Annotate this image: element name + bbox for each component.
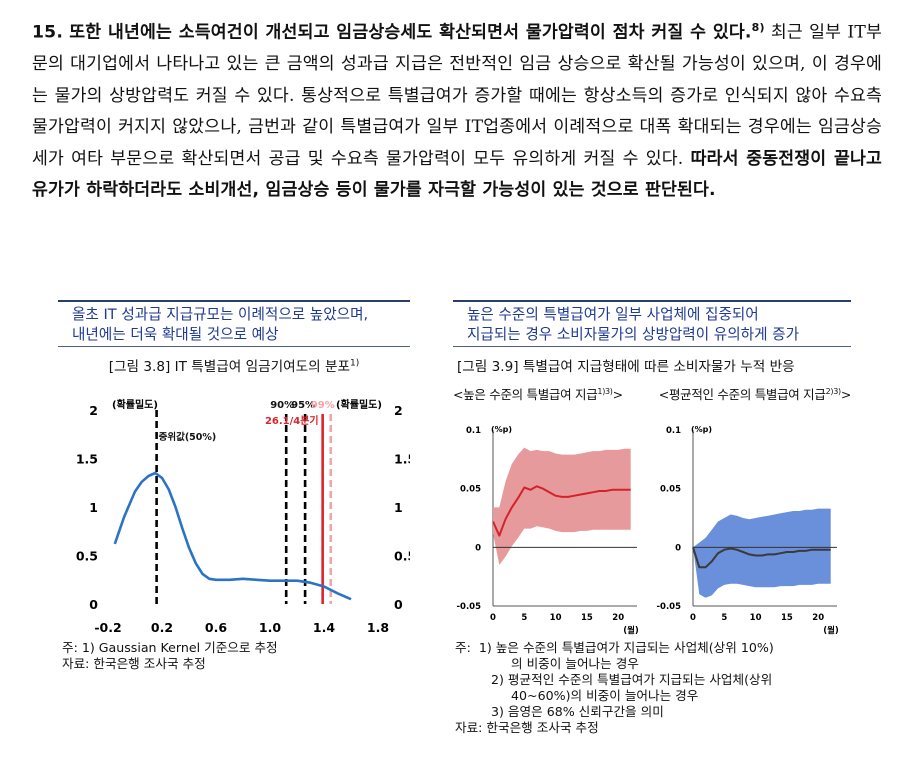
- note-2: 2) 평균적인 수준의 특별급여가 지급되는 사업체(상위: [491, 672, 773, 687]
- density-curve: [113, 471, 352, 601]
- x-tick-label: 1.8: [367, 620, 389, 635]
- y-tick-right: 0: [394, 597, 403, 612]
- x-tick-label: 20: [812, 613, 824, 623]
- y-tick-left: 1.5: [76, 452, 98, 467]
- x-tick-label: 20: [612, 613, 624, 623]
- y-tick-right: 1.5: [394, 452, 410, 467]
- x-tick-label: 5: [721, 613, 727, 623]
- x-tick-label: 1.4: [313, 620, 335, 635]
- y-axis-label-right: (확률밀도): [336, 398, 382, 411]
- panel-headline: 높은 수준의 특별급여가 일부 사업체에 집중되어 지급되는 경우 소비자물가의…: [453, 302, 851, 346]
- subtitle-right-footnote: 2)3): [825, 386, 842, 396]
- figure-subtitles: <높은 수준의 특별급여 지급1)3)> <평균적인 수준의 특별급여 지급2)…: [453, 384, 851, 403]
- note-3: 3) 음영은 68% 신뢰구간을 의미: [491, 704, 664, 719]
- panel-divider: [58, 346, 410, 347]
- source-note: 자료: 한국은행 조사국 추정: [455, 720, 599, 735]
- y-tick-label: 0.05: [660, 485, 681, 495]
- subtitle-left: <높은 수준의 특별급여 지급1)3)>: [453, 384, 623, 403]
- y-tick-label: 0.1: [666, 426, 681, 436]
- footnote-mark[interactable]: 8): [751, 21, 765, 34]
- paragraph-body: 최근 일부 IT부문의 대기업에서 나타나고 있는 큰 금액의 성과급 지급은 …: [32, 22, 882, 169]
- subtitle-right-text: <평균적인 수준의 특별급여 지급: [658, 387, 826, 402]
- note-1-text: 1) 높은 수준의 특별급여가 지급되는 사업체(상위 10%): [478, 640, 774, 655]
- paragraph-conclusion: 따라서 중동전쟁이 끝나고 유가가 하락하더라도 소비개선, 임금상승 등이 물…: [32, 148, 882, 201]
- confidence-band: [693, 508, 831, 598]
- headline-line: 높은 수준의 특별급여가 일부 사업체에 집중되어: [467, 306, 759, 323]
- figure-title-text: [그림 3.8] IT 특별급여 임금기여도의 분포: [108, 359, 350, 375]
- vline-label-2: 95%: [291, 400, 315, 411]
- y-tick-label: -0.05: [457, 602, 482, 612]
- vline-label-4: 99%: [311, 400, 335, 411]
- chart-fig-3-9-high: (%p) 0.1 0.05 0 -0.05 0 5 10 15 20 (월): [457, 425, 639, 636]
- x-tick-label: 0.6: [205, 620, 227, 635]
- chart-fig-3-9-average: (%p) 0.1 0.05 0 -0.05 0 5 10 15 20 (월): [657, 425, 839, 636]
- source-note: 자료: 한국은행 조사국 추정: [62, 656, 206, 671]
- unit-label: (%p): [691, 425, 712, 434]
- y-tick-left: 0.5: [76, 549, 98, 564]
- y-tick-left: 0: [89, 597, 98, 612]
- note-2-cont: 40~60%)의 비중이 늘어나는 경우: [511, 688, 699, 703]
- y-tick-right: 2: [394, 403, 403, 418]
- x-tick-label: 1.0: [259, 620, 281, 635]
- x-tick-label: 15: [781, 613, 793, 623]
- response-line: [492, 485, 631, 537]
- note-prefix: 주:: [455, 640, 471, 655]
- x-tick-label: 0: [690, 613, 696, 623]
- y-tick-label: 0: [475, 543, 481, 553]
- vline-label-1: 90%: [270, 400, 294, 411]
- panel-headline: 올초 IT 성과급 지급규모는 이례적으로 높았으며, 내년에는 더욱 확대될 …: [58, 302, 410, 346]
- x-tick-label: 0.2: [151, 620, 173, 635]
- y-tick-label: 0.1: [466, 426, 481, 436]
- x-tick-label: 5: [521, 613, 527, 623]
- response-line: [692, 546, 831, 569]
- y-tick-label: -0.05: [657, 602, 682, 612]
- left-notes: 주: 1) Gaussian Kernel 기준으로 추정 자료: 한국은행 조…: [62, 640, 278, 672]
- figure-title-footnote: 1): [349, 358, 360, 369]
- x-tick-label: 0: [490, 613, 496, 623]
- left-figure-panel: 올초 IT 성과급 지급규모는 이례적으로 높았으며, 내년에는 더욱 확대될 …: [58, 300, 410, 375]
- subtitle-right-end: >: [840, 387, 851, 402]
- x-tick-label: 10: [550, 613, 562, 623]
- y-tick-left: 1: [89, 500, 98, 515]
- right-notes: 주: 1) 높은 수준의 특별급여가 지급되는 사업체(상위 10%) 의 비중…: [455, 640, 774, 736]
- right-figure-panel: 높은 수준의 특별급여가 일부 사업체에 집중되어 지급되는 경우 소비자물가의…: [453, 300, 851, 403]
- confidence-band: [493, 447, 631, 565]
- headline-line: 내년에는 더욱 확대될 것으로 예상: [72, 326, 279, 343]
- figure-title: [그림 3.8] IT 특별급여 임금기여도의 분포1): [58, 355, 410, 375]
- unit-label: (%p): [491, 425, 512, 434]
- paragraph-15: 15. 또한 내년에는 소득여건이 개선되고 임금상승세도 확산되면서 물가압력…: [32, 12, 882, 207]
- note-1: 주: 1) Gaussian Kernel 기준으로 추정: [62, 640, 278, 655]
- panel-top-rule: [453, 300, 851, 302]
- x-tick-label: 10: [750, 613, 762, 623]
- y-tick-right: 1: [394, 500, 403, 515]
- headline-line: 올초 IT 성과급 지급규모는 이례적으로 높았으며,: [72, 306, 369, 323]
- x-unit-label: (월): [823, 625, 839, 636]
- subtitle-left-footnote: 1)3): [597, 386, 613, 396]
- panel-top-rule: [58, 300, 410, 302]
- note-1-cont: 의 비중이 늘어나는 경우: [511, 656, 639, 671]
- subtitle-left-end: >: [612, 387, 623, 402]
- y-tick-left: 2: [89, 403, 98, 418]
- vline-label-0: 중위값(50%): [159, 431, 217, 443]
- headline-line: 지급되는 경우 소비자물가의 상방압력이 유의하게 증가: [467, 326, 800, 343]
- subtitle-left-text: <높은 수준의 특별급여 지급: [453, 387, 598, 402]
- paragraph-heading: 또한 내년에는 소득여건이 개선되고 임금상승세도 확산되면서 물가압력이 점차…: [69, 22, 752, 43]
- chart-fig-3-8: (확률밀도) (확률밀도) 0 0 0.5 0.5 1 1 1.5 1.5 2 2 -0.2 0.2 0.6…: [76, 398, 410, 635]
- x-tick-label: -0.2: [94, 620, 121, 635]
- y-tick-label: 0: [675, 543, 681, 553]
- vline-label-3: 26.1/4분기: [265, 414, 319, 427]
- figure-title: [그림 3.9] 특별급여 지급형태에 따른 소비자물가 누적 반응: [457, 359, 795, 375]
- note-1: 주: 1) 높은 수준의 특별급여가 지급되는 사업체(상위 10%): [455, 640, 774, 656]
- x-unit-label: (월): [623, 625, 639, 636]
- x-tick-label: 15: [581, 613, 593, 623]
- y-tick-label: 0.05: [460, 485, 481, 495]
- y-tick-right: 0.5: [394, 549, 410, 564]
- subtitle-right: <평균적인 수준의 특별급여 지급2)3)>: [658, 384, 852, 403]
- panel-divider: [453, 346, 851, 347]
- y-axis-label-left: (확률밀도): [112, 398, 158, 411]
- paragraph-number: 15.: [32, 22, 64, 43]
